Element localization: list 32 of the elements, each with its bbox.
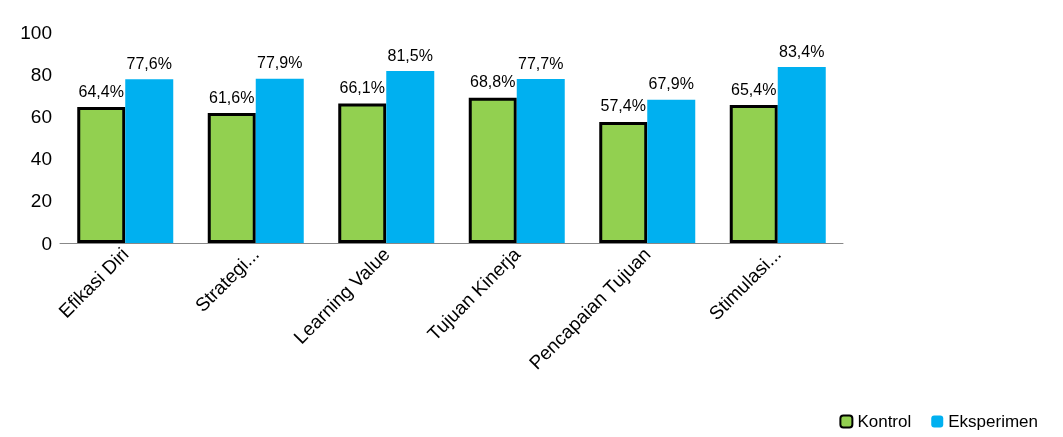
y-tick-label: 80 <box>30 63 52 85</box>
y-tick-label: 0 <box>41 232 52 254</box>
data-label: 66,1% <box>339 79 385 97</box>
bar <box>386 71 435 243</box>
bar <box>255 78 304 243</box>
data-label: 81,5% <box>387 46 433 64</box>
bar <box>729 105 778 243</box>
data-label: 65,4% <box>731 80 777 98</box>
data-label: 64,4% <box>78 82 124 100</box>
bar <box>777 67 826 243</box>
bar <box>207 113 256 243</box>
data-label: 77,7% <box>518 54 564 72</box>
data-label: 57,4% <box>600 97 646 115</box>
data-label: 83,4% <box>779 42 825 60</box>
data-label: 67,9% <box>648 75 694 93</box>
bar <box>516 79 565 243</box>
data-label: 68,8% <box>470 73 516 91</box>
data-label: 77,6% <box>126 54 172 72</box>
legend-label: Eksperimen <box>948 412 1039 431</box>
bar <box>468 97 517 243</box>
y-tick-label: 100 <box>20 21 52 43</box>
bar <box>599 121 648 243</box>
bar <box>77 107 126 243</box>
legend-label: Kontrol <box>857 412 912 431</box>
bar <box>647 99 696 243</box>
bar <box>125 79 174 243</box>
bar <box>338 103 387 243</box>
y-tick-label: 20 <box>30 190 52 212</box>
y-tick-label: 40 <box>30 148 52 170</box>
data-label: 77,9% <box>257 54 303 72</box>
y-tick-label: 60 <box>30 105 52 127</box>
data-label: 61,6% <box>209 88 255 106</box>
